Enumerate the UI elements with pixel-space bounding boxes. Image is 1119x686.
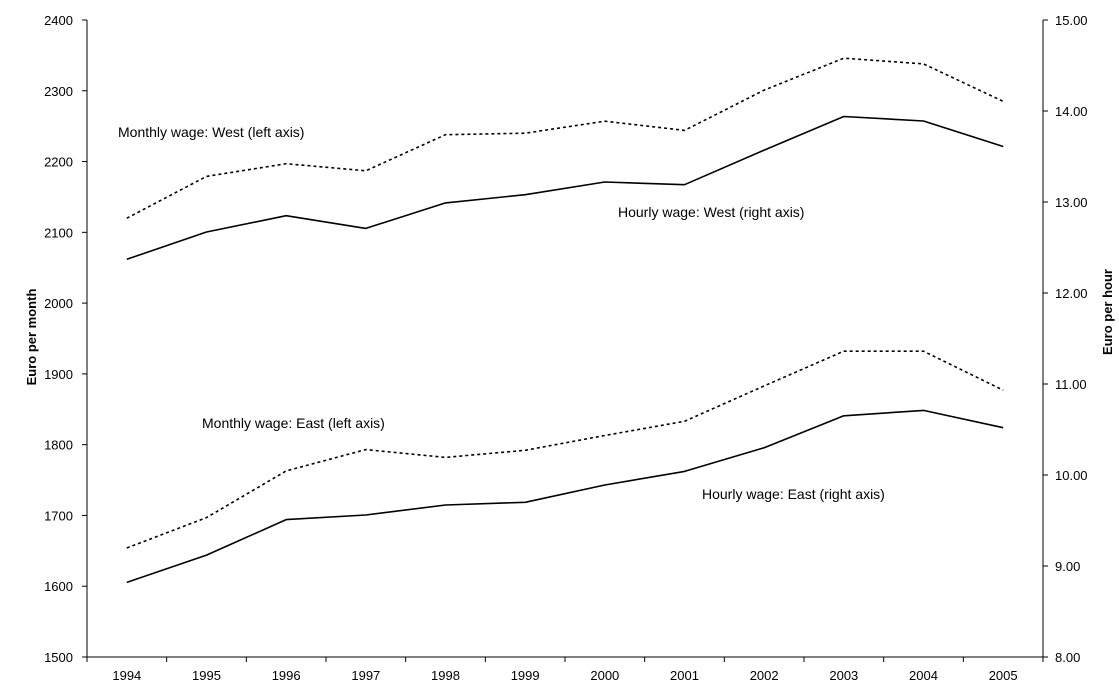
x-tick-label: 1994 <box>112 668 141 683</box>
left-tick-label: 2200 <box>44 155 73 170</box>
label-monthly-east: Monthly wage: East (left axis) <box>202 415 385 431</box>
left-tick-label: 1900 <box>44 367 73 382</box>
left-tick-label: 1700 <box>44 508 73 523</box>
x-axis-ticks: 1994 1995 1996 1997 1998 1999 2000 2001 2002 2003… <box>86 657 1044 683</box>
x-tick-label: 1995 <box>192 668 221 683</box>
label-monthly-west: Monthly wage: West (left axis) <box>118 124 304 140</box>
left-tick-label: 2300 <box>44 84 73 99</box>
label-hourly-east: Hourly wage: East (right axis) <box>702 486 885 502</box>
right-axis-title: Euro per hour <box>1100 269 1115 355</box>
left-tick-label: 2000 <box>44 296 73 311</box>
right-tick-label: 9.00 <box>1055 559 1080 574</box>
x-tick-label: 1996 <box>272 668 301 683</box>
right-axis-ticks: 8.00 9.00 10.00 11.00 12.00 13.00 14.00 15.00 <box>1043 13 1088 665</box>
left-tick-label: 2100 <box>44 225 73 240</box>
right-tick-label: 12.00 <box>1055 286 1088 301</box>
left-tick-label: 1800 <box>44 438 73 453</box>
right-tick-label: 13.00 <box>1055 195 1088 210</box>
right-tick-label: 15.00 <box>1055 13 1088 28</box>
x-tick-label: 2004 <box>909 668 938 683</box>
series-lines <box>126 57 1004 584</box>
x-tick-label: 2002 <box>750 668 779 683</box>
hourly-east-line <box>126 409 1004 584</box>
x-tick-label: 2000 <box>590 668 619 683</box>
annotations: Monthly wage: West (left axis) Hourly wag… <box>118 124 885 502</box>
hourly-west-line <box>126 115 1004 261</box>
monthly-west-line <box>126 57 1004 219</box>
x-tick-label: 2005 <box>989 668 1018 683</box>
x-tick-label: 1997 <box>351 668 380 683</box>
right-tick-label: 10.00 <box>1055 468 1088 483</box>
left-tick-label: 1600 <box>44 579 73 594</box>
left-tick-label: 2400 <box>44 13 73 28</box>
monthly-east-line <box>126 350 1004 549</box>
left-tick-label: 1500 <box>44 650 73 665</box>
x-tick-label: 2001 <box>670 668 699 683</box>
x-tick-label: 1999 <box>511 668 540 683</box>
label-hourly-west: Hourly wage: West (right axis) <box>618 204 804 220</box>
chart-axes <box>86 20 1044 658</box>
x-tick-label: 1998 <box>431 668 460 683</box>
x-tick-label: 2003 <box>829 668 858 683</box>
right-tick-label: 11.00 <box>1055 377 1087 392</box>
left-axis-ticks: 1500 1600 1700 1800 1900 2000 2100 2200 2300 2400 <box>44 13 87 665</box>
left-axis-title: Euro per month <box>24 289 39 386</box>
right-tick-label: 8.00 <box>1055 650 1080 665</box>
right-tick-label: 14.00 <box>1055 104 1088 119</box>
